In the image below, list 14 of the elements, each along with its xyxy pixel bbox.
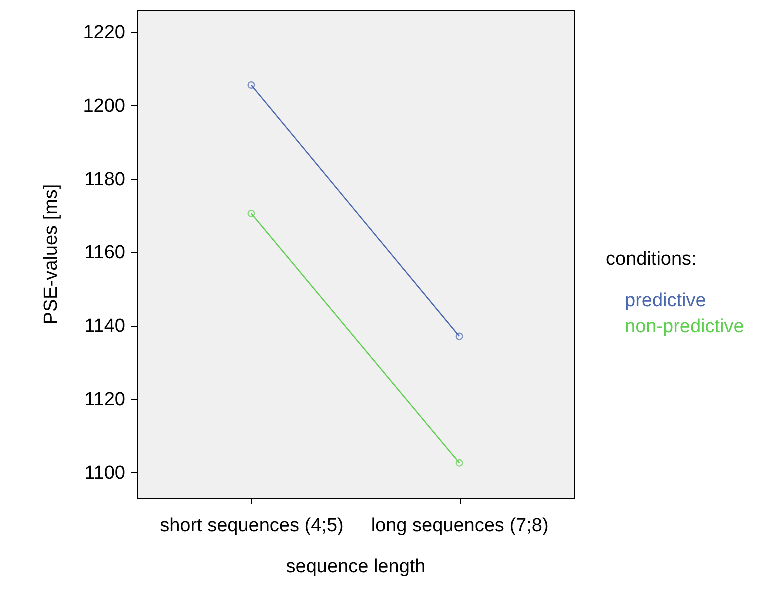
y-tick-label: 1220 [83, 22, 126, 44]
x-tick-label: long sequences (7;8) [371, 516, 549, 536]
y-axis-title: PSE-values [ms] [41, 184, 62, 325]
y-tick-label: 1160 [84, 242, 126, 264]
x-axis-title: sequence length [286, 556, 426, 578]
x-tick-label: short sequences (4;5) [160, 516, 344, 536]
y-tick-label: 1200 [83, 96, 126, 117]
y-tick-label: 1120 [84, 389, 126, 410]
text: predictive [625, 290, 706, 312]
y-tick-label: 1100 [84, 462, 126, 484]
legend-title: conditions: [606, 249, 697, 270]
y-tick-label: 1140 [84, 316, 126, 338]
y-tick-label: 1180 [84, 169, 126, 190]
text: non-predictive [625, 316, 744, 338]
